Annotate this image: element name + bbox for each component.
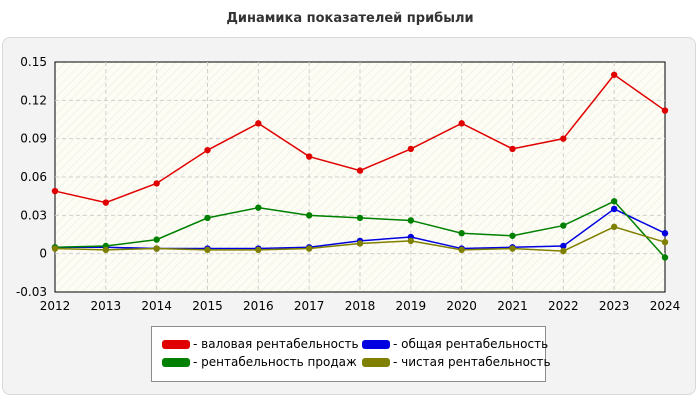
y-axis-ticks: -0.03 0 0.03 0.06 0.09 0.12 0.15 [16,55,47,299]
legend-item-gross: - валовая рентабельность [162,336,359,352]
series-3-point [610,223,618,231]
y-tick-label: -0.03 [16,285,47,299]
grid [55,62,665,292]
x-tick-label: 2023 [599,299,630,313]
series-0-point [560,135,567,142]
y-tick-label: 0.06 [20,170,47,184]
series-0-point [458,120,465,127]
series-0-point [102,199,110,206]
series-3-point [305,245,313,252]
x-tick-label: 2021 [497,299,528,313]
series-0-point [305,153,313,160]
x-tick-label: 2019 [396,299,427,313]
x-tick-label: 2017 [294,299,325,313]
series-2-point [305,212,313,219]
y-tick-label: 0.12 [20,93,47,107]
series-3-point [509,245,516,252]
series-3-point [204,246,211,254]
series-0-point [356,167,364,174]
series-3-point [102,246,110,254]
series-layer [51,71,669,261]
x-tick-label: 2018 [345,299,376,313]
series-3-point [153,245,160,252]
x-tick-label: 2013 [91,299,122,313]
series-3-point [661,238,669,246]
series-2-point [458,230,465,237]
x-tick-label: 2016 [243,299,274,313]
series-3-point [560,247,567,255]
legend-label-gross: - валовая рентабельность [193,337,359,351]
y-tick-label: 0.09 [20,132,47,146]
series-3-point [458,246,465,254]
series-2-point [610,198,618,205]
series-2-point [356,214,364,222]
legend-label-sales: - рентабельность продаж [193,355,357,369]
series-0-point [661,107,669,114]
series-2-point [407,217,415,224]
legend-label-net: - чистая рентабельность [393,355,551,369]
legend-item-total: - общая рентабельность [362,336,548,352]
series-0-point [204,146,211,154]
series-1-point [661,230,669,237]
x-tick-label: 2014 [141,299,172,313]
series-3-point [407,237,415,245]
series-2-point [255,204,262,211]
x-tick-label: 2015 [192,299,223,313]
x-tick-label: 2020 [446,299,477,313]
series-2-point [153,236,160,243]
series-0-point [509,145,516,153]
x-tick-label: 2024 [650,299,681,313]
legend-label-total: - общая рентабельность [393,337,549,351]
x-tick-label: 2012 [40,299,71,313]
x-axis-ticks: 2012 2013 2014 2015 2016 2017 2018 2019 2020 2021… [40,299,681,313]
series-3-point [356,240,364,247]
series-2-point [560,222,567,229]
series-0-point [255,120,262,127]
series-3-point [51,245,59,252]
legend-swatch-total [362,339,390,349]
legend: - валовая рентабельность - общая рентабе… [151,326,551,382]
series-0-point [51,187,59,195]
chart-title: Динамика показателей прибыли [226,11,474,26]
y-tick-label: 0 [39,247,47,261]
series-0-point [407,145,415,153]
series-2-point [204,214,211,222]
y-tick-label: 0.15 [20,55,47,69]
series-1-point [610,205,618,213]
series-2-point [509,232,516,239]
series-3-point [255,246,262,254]
y-tick-label: 0.03 [20,208,47,222]
legend-item-net: - чистая рентабельность [362,354,551,370]
legend-item-sales: - рентабельность продаж [162,354,357,370]
series-0-point [610,71,618,78]
series-2-point [661,254,669,261]
legend-swatch-gross [162,339,190,349]
legend-swatch-sales [162,357,190,367]
series-0-point [153,180,160,187]
x-tick-label: 2022 [548,299,579,313]
legend-swatch-net [362,357,390,367]
series-1-point [560,242,567,250]
